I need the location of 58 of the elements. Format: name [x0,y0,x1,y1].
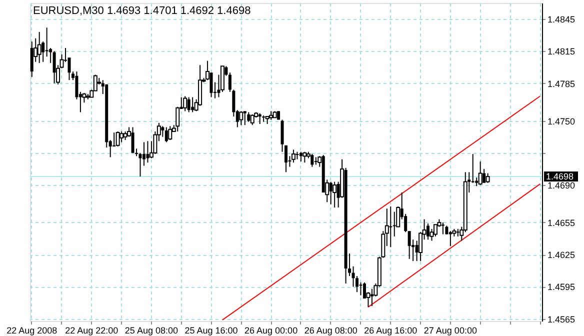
candlestick [161,126,164,138]
ref-line-label: 1.4698 [546,171,574,182]
candlestick [482,168,486,184]
candlestick [210,72,213,98]
y-tick-label: 1.4815 [548,46,576,57]
y-tick-label: 1.4595 [548,282,576,292]
x-tick-label: 26 Aug 08:00 [304,326,358,336]
candlestick [478,160,482,186]
x-tick-label: 22 Aug 2008 [6,326,58,336]
candlestick [138,152,142,177]
y-tick-label: 1.4655 [548,218,576,228]
candlestick [299,151,302,162]
candlestick [329,181,332,205]
candlestick [146,140,150,164]
candlestick [37,31,42,64]
x-tick-label: 27 Aug 00:00 [424,326,477,336]
chart-title: EURUSD,M30 1.4693 1.4701 1.4692 1.4698 [33,5,251,17]
candlestick [239,110,244,126]
candlestick [359,282,362,296]
y-tick-label: 1.4690 [548,180,576,191]
y-tick-label: 1.4625 [548,250,576,260]
x-tick-label: 26 Aug 16:00 [364,326,418,336]
candlestick [486,172,490,184]
candlestick [164,126,168,143]
x-tick-label: 26 Aug 00:00 [244,326,298,336]
candlestick [45,27,48,58]
candlestick [408,230,411,260]
candlestick [191,96,194,113]
candlestick [310,153,314,168]
x-tick-label: 25 Aug 16:00 [184,326,238,336]
candlestick [112,132,116,147]
x-tick-label: 22 Aug 22:00 [65,326,118,336]
candlestick [176,106,180,132]
candlestick [302,151,307,164]
candlestick [187,96,190,113]
candlestick [183,96,188,112]
y-tick-label: 1.4845 [548,14,576,25]
x-tick-label: 25 Aug 08:00 [124,326,178,336]
candlestick [258,112,262,124]
candlestick [332,181,337,208]
y-tick-label: 1.4565 [548,314,576,324]
candlestick [243,110,246,126]
candlestick [441,222,444,235]
candlestick [250,114,254,126]
candlestick [75,71,78,100]
candlestick [448,230,452,247]
y-tick-label: 1.4785 [548,78,576,89]
candlestick [52,50,56,84]
candlestick [426,223,430,240]
candlestick [168,126,172,141]
candlestick [247,112,250,122]
y-tick-label: 1.4750 [548,116,576,126]
candlestick [116,130,120,147]
candlestick [30,41,34,78]
candlestick [142,142,146,166]
candlestick [120,130,124,143]
candlestick [291,149,296,164]
candlestick [131,126,134,154]
